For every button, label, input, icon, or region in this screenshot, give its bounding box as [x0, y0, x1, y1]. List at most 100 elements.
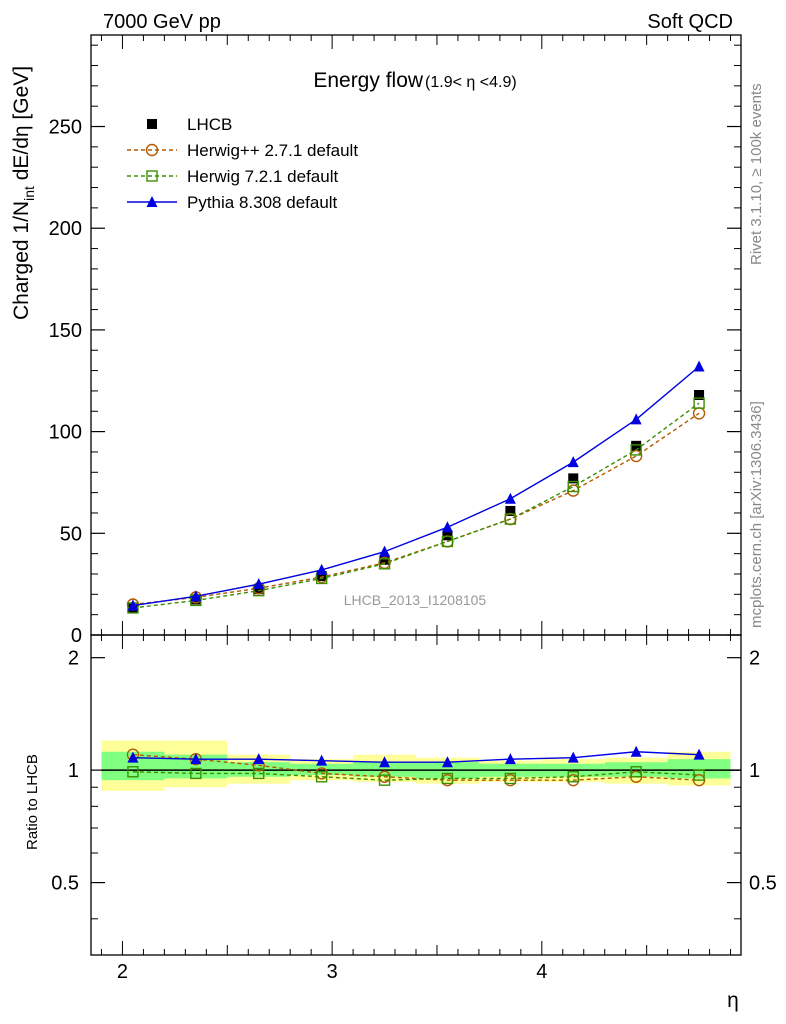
legend-marker	[146, 196, 158, 207]
ratio-data-point	[127, 766, 139, 778]
legend-item: Herwig 7.2.1 default	[127, 167, 338, 186]
ratio-plot: 0.5 0.5 1 1 2 2 2 3 4 Ratio to LHCB	[24, 634, 777, 983]
main-data-point	[127, 599, 139, 611]
ratio-y-tick-label-right: 1	[749, 760, 760, 782]
main-data-point	[253, 584, 264, 595]
main-plot: 0 50 100 150 200 250 Energy flow (1.9< η <4.9)…	[10, 34, 742, 647]
main-data-point	[505, 505, 516, 516]
ratio-data-point	[190, 767, 202, 780]
ratio-data-point	[441, 756, 453, 768]
main-data-point	[630, 444, 642, 456]
main-series-1	[126, 407, 706, 611]
ratio-data-point	[127, 751, 139, 763]
ratio-series-line	[132, 771, 700, 781]
plot-title: Energy flow (1.9< η <4.9)	[313, 69, 516, 92]
ratio-series-line	[132, 751, 700, 763]
ratio-axis-ticks: 0.5 0.5 1 1 2 2 2 3 4	[51, 635, 777, 983]
ratio-y-axis-label: Ratio to LHCB	[24, 754, 41, 850]
main-data-point	[631, 440, 642, 451]
ratio-inner-band	[667, 759, 731, 779]
ratio-y-tick-label: 1	[68, 760, 79, 782]
main-data-point	[190, 590, 202, 602]
legend-label: Herwig++ 2.7.1 default	[187, 141, 358, 160]
ratio-y-tick-label-right: 0.5	[749, 873, 777, 895]
main-data-point	[504, 513, 517, 525]
main-data-point	[693, 360, 705, 372]
main-series-line	[132, 365, 700, 607]
main-data-point	[567, 456, 579, 468]
main-data-point	[379, 545, 391, 557]
ratio-y-tick-label: 0.5	[51, 873, 79, 895]
ratio-data-point	[630, 766, 642, 778]
main-data-point	[316, 571, 327, 582]
main-axis-ticks: 0 50 100 150 200 250	[49, 35, 741, 647]
legend-item: Pythia 8.308 default	[127, 193, 338, 212]
ratio-y-tick-label: 2	[68, 648, 79, 670]
main-y-tick-label: 200	[49, 218, 82, 240]
legend-label: LHCB	[187, 115, 232, 134]
main-y-tick-label: 250	[49, 117, 82, 139]
ratio-data-point	[378, 774, 391, 786]
main-data-point	[378, 558, 391, 570]
main-y-tick-label: 150	[49, 320, 82, 342]
header-left-label: 7000 GeV pp	[103, 11, 221, 33]
x-tick-label: 3	[327, 961, 338, 983]
ratio-data-point	[253, 753, 265, 765]
main-series-0	[127, 390, 705, 613]
ratio-data-point	[693, 769, 705, 781]
header-right-label: Soft QCD	[647, 11, 733, 33]
legend-item: LHCB	[147, 115, 232, 134]
ratio-series-1	[127, 766, 705, 786]
main-series-line	[132, 402, 700, 609]
main-data-point	[694, 390, 705, 400]
main-data-point	[379, 554, 390, 565]
main-series-line	[132, 412, 700, 606]
main-plot-series	[126, 360, 706, 614]
ratio-data-point	[190, 753, 202, 765]
main-data-point	[441, 535, 454, 548]
main-data-point	[568, 473, 579, 484]
analysis-watermark: LHCB_2013_I1208105	[344, 592, 487, 608]
ratio-data-point	[316, 754, 328, 766]
x-tick-label: 2	[117, 961, 128, 983]
ratio-data-point	[693, 748, 705, 760]
main-data-point	[567, 480, 579, 493]
legend-marker	[146, 170, 158, 182]
ratio-data-point	[504, 753, 516, 765]
ratio-y-tick-label-right: 2	[749, 648, 760, 670]
legend-marker	[147, 119, 157, 129]
main-data-point	[630, 413, 642, 425]
ratio-data-point	[253, 767, 265, 780]
ratio-series-2	[127, 745, 705, 768]
main-y-tick-label: 50	[60, 523, 82, 545]
main-series-3	[127, 360, 705, 611]
ratio-data-point	[441, 772, 454, 785]
main-y-tick-label: 0	[71, 625, 82, 647]
main-data-point	[504, 492, 516, 504]
ratio-data-point	[567, 771, 579, 783]
x-tick-label: 4	[536, 961, 547, 983]
main-data-point	[316, 563, 328, 575]
ratio-data-point	[504, 772, 517, 785]
legend: LHCB Herwig++ 2.7.1 default Herwig 7.2.1 d…	[127, 115, 358, 212]
ratio-series-line	[132, 753, 700, 781]
main-series-2	[127, 397, 705, 614]
mcplots-label: mcplots.cern.ch [arXiv:1306.3436]	[748, 401, 765, 628]
main-y-tick-label: 100	[49, 422, 82, 444]
ratio-uncertainty-bands	[101, 740, 741, 791]
legend-marker	[145, 143, 159, 157]
main-data-point	[693, 397, 705, 409]
x-axis-label: η	[727, 989, 739, 1012]
legend-label: Pythia 8.308 default	[187, 193, 338, 212]
ratio-plot-frame	[90, 634, 742, 956]
main-data-point	[441, 521, 453, 533]
main-data-point	[253, 578, 265, 590]
ratio-plot-series	[126, 745, 706, 787]
ratio-data-point	[567, 751, 579, 763]
ratio-data-point	[379, 756, 391, 768]
legend-item: Herwig++ 2.7.1 default	[127, 141, 358, 160]
ratio-data-point	[315, 771, 328, 783]
ratio-data-point	[630, 745, 642, 757]
rivet-version-label: Rivet 3.1.10, ≥ 100k events	[748, 83, 765, 265]
